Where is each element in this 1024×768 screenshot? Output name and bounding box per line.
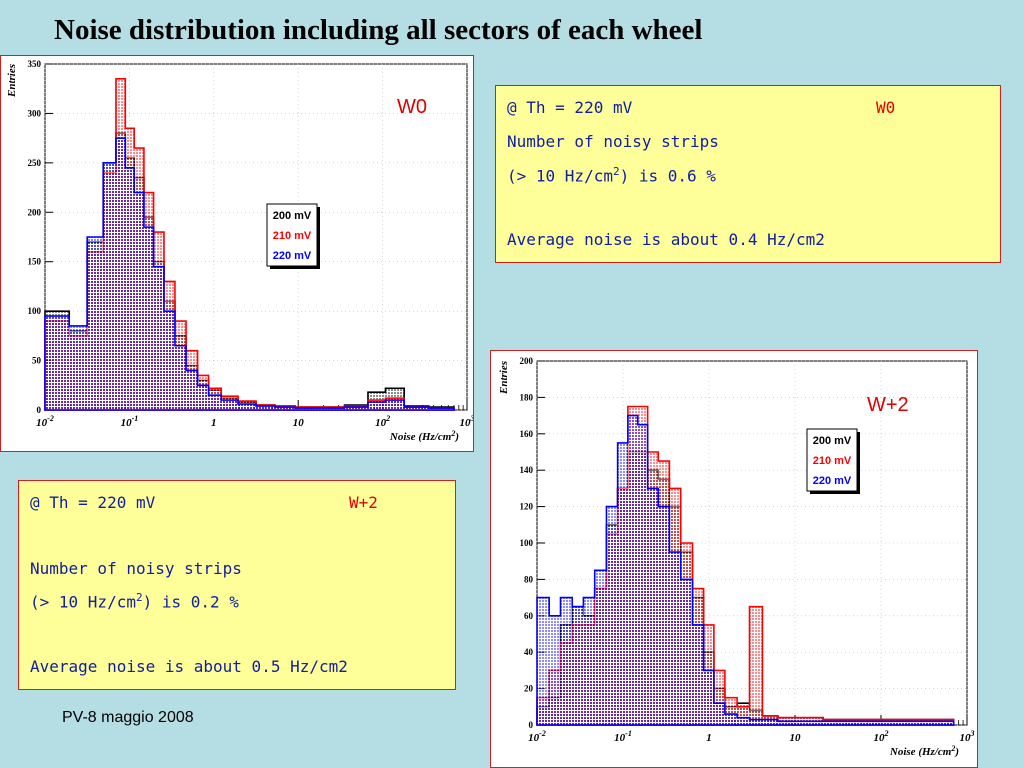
x-tick-label: 1: [211, 417, 217, 429]
y-tick-label: 150: [28, 257, 42, 267]
y-tick-label: 20: [524, 684, 534, 694]
wheel-label: W0: [397, 96, 427, 118]
y-tick-label: 0: [529, 720, 534, 730]
y-tick-label: 80: [524, 574, 534, 584]
x-tick-label: 10: [293, 417, 305, 429]
histogram-series-220-mv: [44, 137, 455, 411]
x-axis-label: Noise (Hz/cm2): [889, 744, 959, 758]
y-tick-label: 100: [28, 306, 42, 316]
exponent: 2: [612, 165, 620, 178]
legend-entry: 220 mV: [813, 475, 852, 487]
noisy-strips-text: Number of noisy strips: [30, 559, 242, 578]
chart-panel-w2: 0 20 40 60 80 100 120 140 160 180 200 10-2 10-1 1 10 10…: [490, 350, 978, 768]
y-tick-label: 250: [28, 158, 42, 168]
threshold-text: @ Th = 220 mV: [507, 98, 633, 117]
legend-entry: 200 mV: [813, 435, 852, 447]
legend-box: [806, 428, 858, 492]
wheel-label: W+2: [867, 394, 909, 416]
legend-entry: 210 mV: [273, 230, 312, 242]
noisy-strips-value: (> 10 Hz/cm2) is 0.2 %: [30, 591, 239, 611]
x-tick-label: 102: [375, 414, 390, 429]
y-tick-label: 300: [28, 108, 42, 118]
legend: 200 mV 210 mV 220 mV: [266, 203, 320, 269]
wheel-label: W0: [876, 98, 896, 117]
y-tick-label: 120: [520, 502, 534, 512]
y-tick-label: 100: [520, 538, 534, 548]
histogram-series-220-mv: [536, 414, 955, 726]
noisy-threshold-text: (> 10 Hz/cm: [507, 166, 613, 186]
legend-entry: 220 mV: [273, 250, 312, 262]
chart-w0: 0 50 100 150 200 250 300 350 10-2 10-1 1 10 102 103 En…: [6, 59, 474, 443]
x-tick-label: 1: [706, 732, 712, 744]
legend-entry: 210 mV: [813, 455, 852, 467]
average-noise-text: Average noise is about 0.5 Hz/cm2: [30, 657, 348, 676]
y-tick-label: 140: [520, 465, 534, 475]
footer-text: PV-8 maggio 2008: [62, 709, 194, 726]
noisy-fraction-text: ) is 0.2 %: [142, 592, 239, 612]
y-tick-label: 350: [28, 59, 42, 69]
chart-panel-w0: 0 50 100 150 200 250 300 350 10-2 10-1 1 10 102 103 En…: [0, 55, 474, 452]
x-tick-label: 103: [960, 729, 975, 744]
noisy-strips-text: Number of noisy strips: [507, 132, 719, 151]
legend: 200 mV 210 mV 220 mV: [806, 428, 860, 494]
legend-box: [266, 203, 318, 267]
x-tick-label: 10-2: [36, 414, 54, 429]
x-axis-label: Noise (Hz/cm2): [389, 429, 459, 443]
info-box-w0: @ Th = 220 mV W0 Number of noisy strips …: [495, 85, 1001, 263]
legend-entry: 200 mV: [273, 210, 312, 222]
y-axis-label: Entries: [6, 64, 18, 98]
average-noise-text: Average noise is about 0.4 Hz/cm2: [507, 230, 825, 249]
slide-title: Noise distribution including all sectors…: [54, 14, 703, 46]
exponent: 2: [135, 591, 143, 604]
chart-w2: 0 20 40 60 80 100 120 140 160 180 200 10-2 10-1 1 10 10…: [498, 356, 975, 758]
info-box-w2: @ Th = 220 mV W+2 Number of noisy strips…: [18, 480, 456, 690]
noisy-strips-value: (> 10 Hz/cm2) is 0.6 %: [507, 165, 716, 185]
y-tick-label: 180: [520, 392, 534, 402]
y-tick-label: 200: [520, 356, 534, 366]
y-tick-label: 200: [28, 207, 42, 217]
noisy-fraction-text: ) is 0.6 %: [619, 166, 716, 186]
x-tick-label: 10-1: [614, 729, 632, 744]
x-tick-label: 10: [790, 732, 802, 744]
x-tick-label: 10-2: [528, 729, 546, 744]
y-tick-label: 40: [524, 647, 534, 657]
x-tick-label: 102: [874, 729, 889, 744]
wheel-label: W+2: [349, 493, 378, 512]
x-tick-label: 103: [460, 414, 474, 429]
y-tick-label: 50: [32, 356, 42, 366]
y-tick-label: 0: [37, 405, 42, 415]
x-tick-label: 10-1: [121, 414, 139, 429]
noisy-threshold-text: (> 10 Hz/cm: [30, 592, 136, 612]
y-tick-label: 160: [520, 429, 534, 439]
y-axis-label: Entries: [498, 361, 510, 395]
y-tick-label: 60: [524, 611, 534, 621]
threshold-text: @ Th = 220 mV: [30, 493, 156, 512]
